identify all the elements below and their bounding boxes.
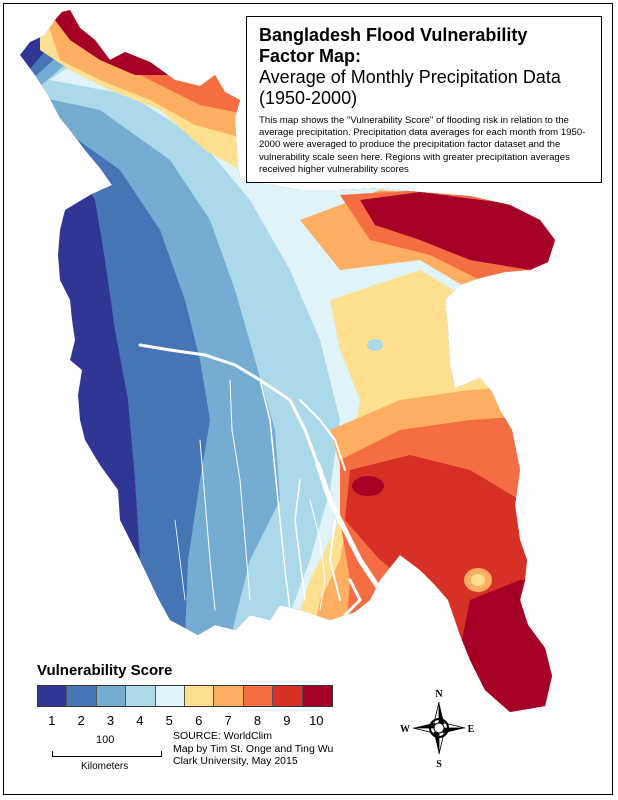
legend-label: 7 [224, 713, 232, 728]
legend-swatch-3 [96, 686, 127, 706]
credits: SOURCE: WorldClim Map by Tim St. Onge an… [173, 730, 333, 768]
scale-bar-distance: 100 [96, 734, 115, 746]
legend-label: 6 [195, 713, 203, 728]
legend-swatch-10 [302, 686, 332, 706]
legend-swatch-1 [38, 686, 68, 706]
legend-swatch-5 [155, 686, 185, 706]
legend-swatch-9 [273, 686, 303, 706]
legend-title: Vulnerability Score [37, 662, 173, 679]
river-network [138, 343, 383, 617]
source-text: SOURCE: WorldClim [173, 730, 272, 742]
legend-label: 1 [48, 713, 56, 728]
map-description: This map shows the "Vulnerability Score"… [259, 115, 586, 175]
map-subtitle-line2: (1950-2000) [259, 88, 358, 108]
legend-label: 4 [136, 713, 144, 728]
scale-bar-unit: Kilometers [81, 761, 129, 772]
compass-rose-icon: N S E W [400, 689, 475, 768]
legend-swatch-2 [67, 686, 97, 706]
legend-swatch-6 [184, 686, 215, 706]
scale-bar [52, 751, 162, 757]
legend-swatch-7 [214, 686, 244, 706]
compass-east: E [468, 724, 475, 735]
institution-text: Clark University, May 2015 [173, 755, 298, 768]
author-text: Map by Tim St. Onge and Ting Wu [173, 742, 334, 755]
legend-label: 3 [106, 713, 115, 728]
map-title-line1: Bangladesh Flood Vulnerability [259, 25, 528, 45]
legend-swatch-8 [243, 686, 274, 706]
legend-label: 5 [165, 713, 173, 728]
legend-label: 2 [77, 713, 85, 728]
compass-south: S [436, 759, 442, 768]
zone-10-south [460, 580, 555, 712]
map-subtitle-line1: Average of Monthly Precipitation Data [259, 67, 561, 87]
legend-label: 8 [253, 713, 262, 728]
legend-swatch-4 [126, 686, 156, 706]
legend-label: 9 [283, 713, 291, 728]
title-panel: Bangladesh Flood Vulnerability Factor Ma… [246, 16, 602, 183]
legend-label: 10 [309, 713, 324, 728]
compass-west: W [400, 724, 410, 735]
compass-north: N [435, 689, 443, 700]
map-title-line2: Factor Map: [259, 46, 362, 66]
legend-color-bar [37, 685, 333, 707]
